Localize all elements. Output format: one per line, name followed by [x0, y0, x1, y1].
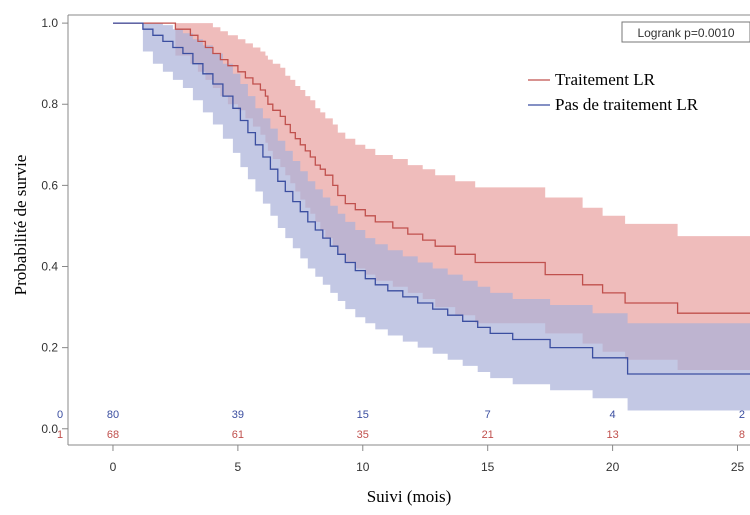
survival-line-series-1 [113, 22, 750, 375]
x-tick-label-4: 20 [606, 460, 620, 474]
at-risk-count-1-1: 61 [232, 429, 244, 441]
survival-line-series-0 [113, 22, 750, 314]
at-risk-count-0-0: 80 [107, 409, 119, 421]
x-tick-label-2: 10 [356, 460, 370, 474]
y-tick-label-0: 0.0 [41, 422, 58, 436]
y-tick-label-2: 0.4 [41, 260, 58, 274]
at-risk-count-1-5: 8 [739, 429, 745, 441]
x-tick-label-1: 5 [235, 460, 242, 474]
legend-label-no-treatment: Pas de traitement LR [555, 95, 699, 114]
y-tick-label-4: 0.8 [41, 97, 58, 111]
at-risk-table: 0 80 39 15 7 4 21 68 61 35 21 13 8 [57, 409, 745, 441]
x-tick-label-0: 0 [110, 460, 117, 474]
at-risk-row-label-1: 1 [57, 429, 63, 441]
at-risk-count-1-3: 21 [482, 429, 494, 441]
survival-curves [113, 22, 750, 375]
y-tick-label-5: 1.0 [41, 16, 58, 30]
legend-label-treatment: Traitement LR [555, 70, 656, 89]
x-axis-label: Suivi (mois) [367, 487, 452, 506]
confidence-band-series-1 [113, 23, 750, 411]
y-tick-label-3: 0.6 [41, 178, 58, 192]
legend: Traitement LR Pas de traitement LR [528, 70, 699, 114]
x-tick-label-3: 15 [481, 460, 495, 474]
at-risk-count-0-5: 2 [739, 409, 745, 421]
at-risk-count-1-2: 35 [357, 429, 369, 441]
y-tick-label-1: 0.2 [41, 341, 58, 355]
at-risk-count-1-4: 13 [606, 429, 618, 441]
axes: 0.00.20.40.60.81.00 5 10 15 20 25 [41, 14, 750, 474]
logrank-box [621, 21, 750, 43]
at-risk-count-0-3: 7 [485, 409, 491, 421]
at-risk-count-0-2: 15 [357, 409, 369, 421]
at-risk-count-0-4: 4 [610, 409, 616, 421]
at-risk-count-0-1: 39 [232, 409, 244, 421]
logrank-annotation: Logrank p=0.0010 [637, 26, 734, 40]
at-risk-count-1-0: 68 [107, 429, 119, 441]
y-axis-label: Probabilité de survie [11, 155, 30, 296]
x-tick-label-5: 25 [731, 460, 745, 474]
at-risk-row-label-0: 0 [57, 409, 63, 421]
